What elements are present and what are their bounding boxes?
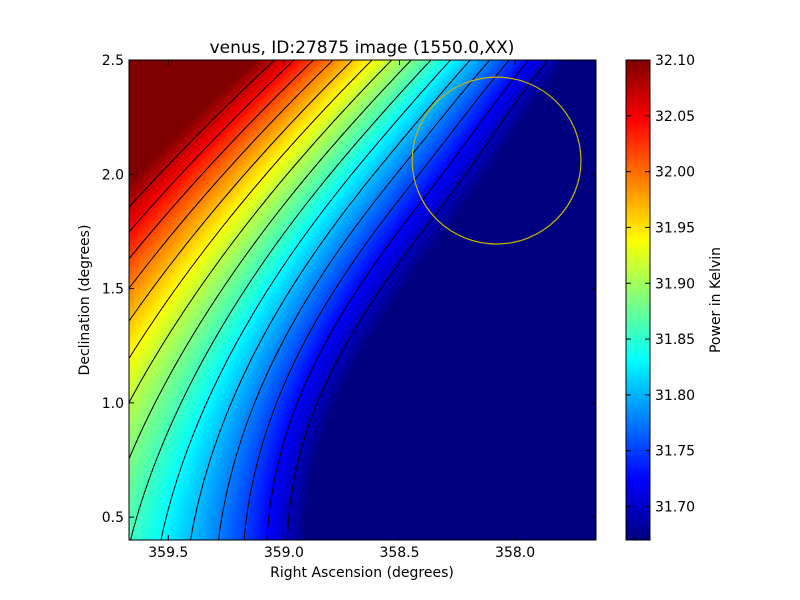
y-tick-label: 2.5: [102, 53, 124, 69]
x-tick-label: 358.0: [495, 545, 535, 561]
x-tick-label: 358.5: [379, 545, 419, 561]
y-tick-label: 1.5: [102, 282, 124, 298]
y-tick-label: 2.0: [102, 167, 124, 183]
colorbar-tick-label: 31.90: [655, 276, 695, 292]
colorbar-tick-label: 32.00: [655, 165, 695, 181]
colorbar-tick-label: 32.05: [655, 109, 695, 125]
contour-line: [129, 60, 392, 403]
x-tick-label: 359.5: [148, 545, 188, 561]
contour-line: [129, 60, 334, 289]
colorbar-ticks: 31.70 31.75 31.80 31.85 31.90 31.95 32.00 32.05…: [626, 53, 695, 516]
colorbar-tick-label: 32.10: [655, 53, 695, 69]
chart-title: venus, ID:27875 image (1550.0,XX): [210, 38, 515, 58]
contour-lines: [129, 60, 549, 540]
y-tick-label: 0.5: [102, 510, 124, 526]
contour-line: [286, 60, 549, 540]
marker-circle-layer: [411, 76, 582, 245]
y-axis-ticks: 0.5 1.0 1.5 2.0 2.5: [102, 53, 596, 526]
colorbar-tick-label: 31.85: [655, 332, 695, 348]
colorbar-tick-label: 31.70: [655, 500, 695, 516]
colorbar-frame: [625, 59, 651, 541]
contour-line: [160, 60, 451, 540]
x-tick-label: 359.0: [264, 545, 304, 561]
contour-line: [243, 60, 510, 540]
contour-line: [129, 60, 412, 459]
heatmap-image: [129, 60, 596, 540]
contour-line: [266, 60, 530, 540]
marker-circle: [411, 76, 582, 245]
y-tick-label: 1.0: [102, 396, 124, 412]
contour-line: [129, 60, 353, 322]
plot-frame: [128, 59, 597, 541]
contour-line: [129, 60, 275, 208]
contour-line: [130, 60, 432, 540]
y-axis-label: Declination (degrees): [77, 225, 93, 376]
colorbar-gradient: [626, 60, 650, 540]
contour-line: [190, 60, 471, 540]
x-axis-label: Right Ascension (degrees): [270, 565, 454, 581]
contour-line: [218, 60, 491, 540]
colorbar-label: Power in Kelvin: [708, 247, 724, 353]
colorbar-tick-label: 31.95: [655, 220, 695, 236]
contour-line: [129, 60, 314, 260]
colorbar-tick-label: 31.80: [655, 388, 695, 404]
contour-line: [129, 60, 373, 359]
contour-line: [129, 60, 295, 233]
x-axis-ticks: 359.5 359.0 358.5 358.0: [148, 60, 535, 561]
colorbar-tick-label: 31.75: [655, 444, 695, 460]
